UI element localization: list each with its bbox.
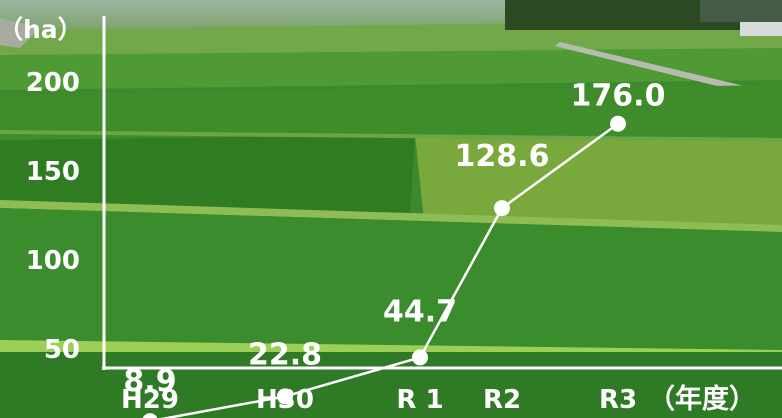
data-label: 128.6 — [455, 139, 550, 174]
data-label: 176.0 — [571, 79, 666, 114]
x-tick-label: R2 — [483, 385, 521, 415]
data-label: 8.9 — [123, 364, 176, 399]
data-point — [142, 413, 158, 418]
y-tick-label: 100 — [26, 246, 80, 276]
x-tick-label: H29 — [121, 385, 179, 415]
x-tick-label: R 1 — [396, 385, 443, 415]
y-tick-label: 150 — [26, 157, 80, 187]
x-tick-label: R3 — [599, 385, 637, 415]
y-tick-label: 50 — [44, 335, 80, 365]
data-point — [610, 115, 626, 132]
y-axis-unit-label: （ha） — [0, 15, 83, 44]
data-point — [277, 388, 293, 405]
data-point — [412, 349, 428, 366]
data-label: 44.7 — [383, 294, 457, 329]
x-axis-unit-label: （年度） — [648, 383, 756, 415]
data-label: 22.8 — [248, 337, 322, 372]
y-tick-label: 200 — [26, 68, 80, 98]
data-point — [494, 200, 510, 217]
